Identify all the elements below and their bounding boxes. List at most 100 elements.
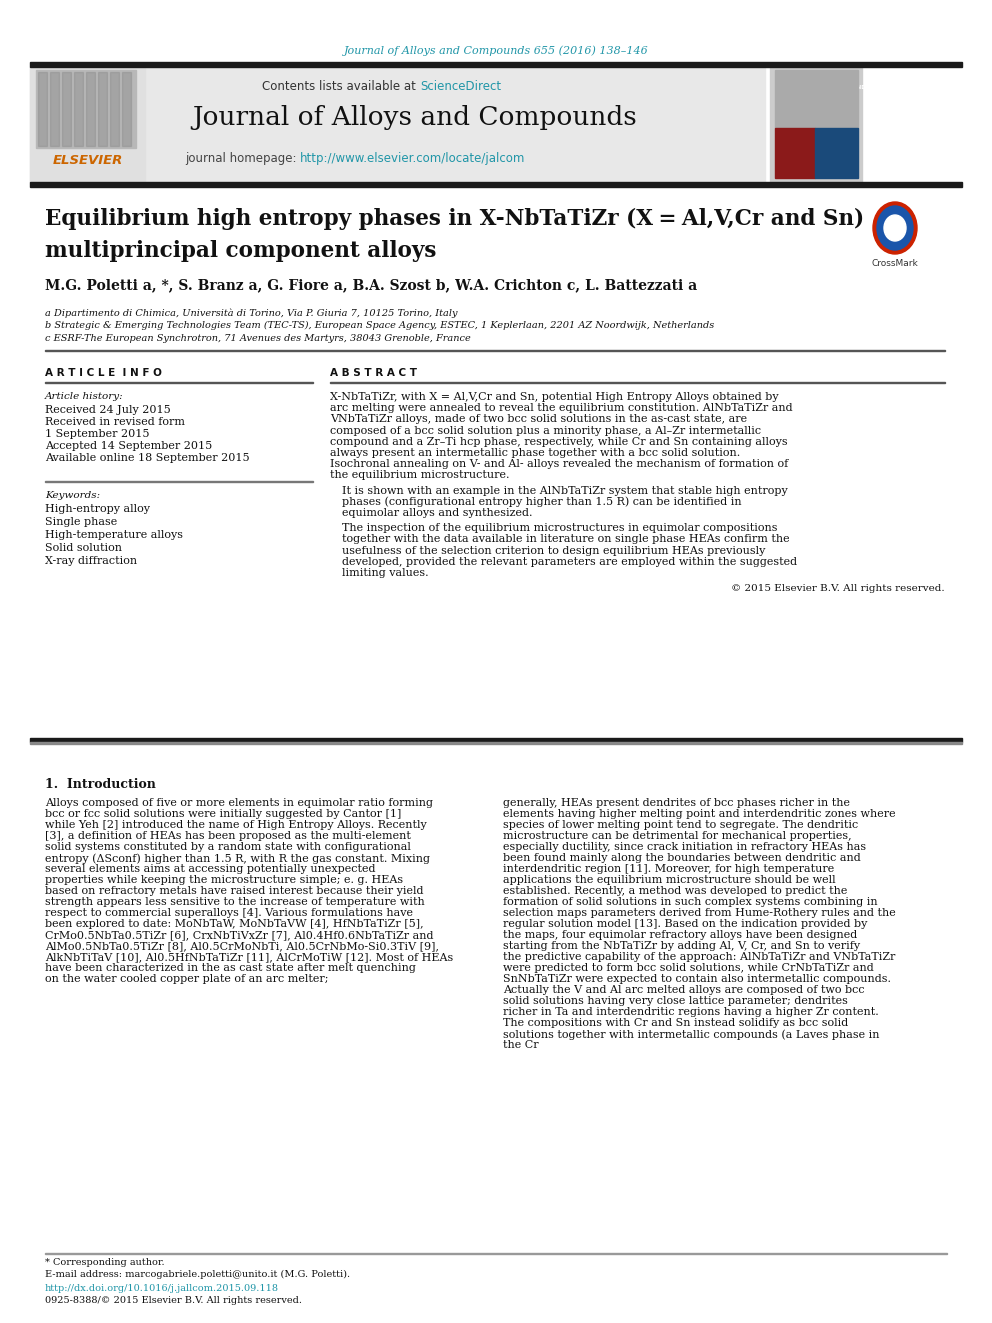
Text: AlMo0.5NbTa0.5TiZr [8], Al0.5CrMoNbTi, Al0.5CrNbMo-Si0.3TiV [9],: AlMo0.5NbTa0.5TiZr [8], Al0.5CrMoNbTi, A… [45, 941, 439, 951]
Text: been explored to date: MoNbTaW, MoNbTaVW [4], HfNbTaTiZr [5],: been explored to date: MoNbTaW, MoNbTaVW… [45, 919, 424, 929]
Text: Alloys composed of five or more elements in equimolar ratio forming: Alloys composed of five or more elements… [45, 798, 433, 808]
Text: elements having higher melting point and interdendritic zones where: elements having higher melting point and… [503, 808, 896, 819]
Text: AlkNbTiTaV [10], Al0.5HfNbTaTiZr [11], AlCrMoTiW [12]. Most of HEAs: AlkNbTiTaV [10], Al0.5HfNbTaTiZr [11], A… [45, 953, 453, 962]
Bar [74, 71, 83, 146]
Text: 0925-8388/© 2015 Elsevier B.V. All rights reserved.: 0925-8388/© 2015 Elsevier B.V. All right… [45, 1297, 302, 1304]
Text: © 2015 Elsevier B.V. All rights reserved.: © 2015 Elsevier B.V. All rights reserved… [731, 585, 945, 593]
Bar [62, 71, 71, 146]
Text: a Dipartimento di Chimica, Università di Torino, Via P. Giuria 7, 10125 Torino, : a Dipartimento di Chimica, Università di… [45, 308, 457, 318]
Text: developed, provided the relevant parameters are employed within the suggested: developed, provided the relevant paramet… [342, 557, 798, 566]
Text: richer in Ta and interdendritic regions having a higher Zr content.: richer in Ta and interdendritic regions … [503, 1007, 879, 1017]
Bar [775, 128, 815, 179]
Text: multiprincipal component alloys: multiprincipal component alloys [45, 239, 436, 262]
Text: composed of a bcc solid solution plus a minority phase, a Al–Zr intermetallic: composed of a bcc solid solution plus a … [330, 426, 761, 435]
Bar [86, 71, 95, 146]
Text: 1 September 2015: 1 September 2015 [45, 429, 150, 439]
Ellipse shape [877, 206, 913, 250]
Text: Received 24 July 2015: Received 24 July 2015 [45, 405, 171, 415]
Bar [30, 181, 962, 187]
Text: X-NbTaTiZr, with X = Al,V,Cr and Sn, potential High Entropy Alloys obtained by: X-NbTaTiZr, with X = Al,V,Cr and Sn, pot… [330, 392, 779, 402]
Text: microstructure can be detrimental for mechanical properties,: microstructure can be detrimental for me… [503, 831, 851, 841]
Text: species of lower melting point tend to segregate. The dendritic: species of lower melting point tend to s… [503, 820, 858, 830]
Text: * Corresponding author.: * Corresponding author. [45, 1258, 165, 1267]
Text: arc melting were annealed to reveal the equilibrium constitution. AlNbTaTiZr and: arc melting were annealed to reveal the … [330, 404, 793, 413]
Text: interdendritic region [11]. Moreover, for high temperature: interdendritic region [11]. Moreover, fo… [503, 864, 834, 875]
Text: always present an intermetallic phase together with a bcc solid solution.: always present an intermetallic phase to… [330, 448, 740, 458]
Text: were predicted to form bcc solid solutions, while CrNbTaTiZr and: were predicted to form bcc solid solutio… [503, 963, 874, 972]
Text: Journal of
ALLOYS
AND COMPOUNDS: Journal of ALLOYS AND COMPOUNDS [816, 73, 869, 90]
Text: Isochronal annealing on V- and Al- alloys revealed the mechanism of formation of: Isochronal annealing on V- and Al- alloy… [330, 459, 789, 470]
Bar [30, 742, 962, 744]
Text: M.G. Poletti a, *, S. Branz a, G. Fiore a, B.A. Szost b, W.A. Crichton c, L. Bat: M.G. Poletti a, *, S. Branz a, G. Fiore … [45, 278, 697, 292]
Bar [30, 62, 962, 66]
Text: E-mail address: marcogabriele.poletti@unito.it (M.G. Poletti).: E-mail address: marcogabriele.poletti@un… [45, 1270, 350, 1279]
Text: Keywords:: Keywords: [45, 491, 100, 500]
Text: Actually the V and Al arc melted alloys are composed of two bcc: Actually the V and Al arc melted alloys … [503, 986, 865, 995]
Text: ELSEVIER: ELSEVIER [53, 153, 123, 167]
Text: Article history:: Article history: [45, 392, 124, 401]
Bar [770, 66, 862, 181]
Text: applications the equilibrium microstructure should be well: applications the equilibrium microstruct… [503, 875, 835, 885]
Bar [98, 71, 107, 146]
Text: established. Recently, a method was developed to predict the: established. Recently, a method was deve… [503, 886, 847, 896]
Text: [3], a definition of HEAs has been proposed as the multi-element: [3], a definition of HEAs has been propo… [45, 831, 411, 841]
Text: the maps, four equimolar refractory alloys have been designed: the maps, four equimolar refractory allo… [503, 930, 857, 941]
Text: Received in revised form: Received in revised form [45, 417, 185, 427]
Bar [50, 71, 59, 146]
Text: properties while keeping the microstructure simple; e. g. HEAs: properties while keeping the microstruct… [45, 875, 403, 885]
Text: bcc or fcc solid solutions were initially suggested by Cantor [1]: bcc or fcc solid solutions were initiall… [45, 808, 402, 819]
Text: the equilibrium microstructure.: the equilibrium microstructure. [330, 471, 510, 480]
Bar [38, 71, 47, 146]
Bar [30, 66, 765, 181]
Text: solutions together with intermetallic compounds (a Laves phase in: solutions together with intermetallic co… [503, 1029, 880, 1040]
Text: the predictive capability of the approach: AlNbTaTiZr and VNbTaTiZr: the predictive capability of the approac… [503, 953, 896, 962]
Text: 1.  Introduction: 1. Introduction [45, 778, 156, 791]
Text: The inspection of the equilibrium microstructures in equimolar compositions: The inspection of the equilibrium micros… [342, 523, 778, 533]
Text: selection maps parameters derived from Hume-Rothery rules and the: selection maps parameters derived from H… [503, 908, 896, 918]
Text: strength appears less sensitive to the increase of temperature with: strength appears less sensitive to the i… [45, 897, 425, 908]
Text: phases (configurational entropy higher than 1.5 R) can be identified in: phases (configurational entropy higher t… [342, 497, 742, 507]
Text: several elements aims at accessing potentially unexpected: several elements aims at accessing poten… [45, 864, 376, 875]
Text: usefulness of the selection criterion to design equilibrium HEAs previously: usefulness of the selection criterion to… [342, 545, 766, 556]
Text: CrMo0.5NbTa0.5TiZr [6], CrxNbTiVxZr [7], Al0.4Hf0.6NbTaTiZr and: CrMo0.5NbTa0.5TiZr [6], CrxNbTiVxZr [7],… [45, 930, 434, 941]
Text: based on refractory metals have raised interest because their yield: based on refractory metals have raised i… [45, 886, 424, 896]
Text: together with the data available in literature on single phase HEAs confirm the: together with the data available in lite… [342, 534, 790, 544]
Text: Journal of Alloys and Compounds: Journal of Alloys and Compounds [192, 105, 638, 130]
Text: especially ductility, since crack initiation in refractory HEAs has: especially ductility, since crack initia… [503, 841, 866, 852]
Bar [30, 738, 962, 742]
Text: High-entropy alloy: High-entropy alloy [45, 504, 150, 515]
Text: Available online 18 September 2015: Available online 18 September 2015 [45, 452, 250, 463]
Text: the Cr: the Cr [503, 1040, 539, 1050]
Bar [122, 71, 131, 146]
Text: SnNbTaTiZr were expected to contain also intermetallic compounds.: SnNbTaTiZr were expected to contain also… [503, 974, 891, 984]
Text: entropy (ΔSconf) higher than 1.5 R, with R the gas constant. Mixing: entropy (ΔSconf) higher than 1.5 R, with… [45, 853, 430, 864]
Text: on the water cooled copper plate of an arc melter;: on the water cooled copper plate of an a… [45, 974, 328, 984]
Text: c ESRF-The European Synchrotron, 71 Avenues des Martyrs, 38043 Grenoble, France: c ESRF-The European Synchrotron, 71 Aven… [45, 333, 471, 343]
Text: ScienceDirect: ScienceDirect [420, 79, 501, 93]
Bar [110, 71, 119, 146]
Text: while Yeh [2] introduced the name of High Entropy Alloys. Recently: while Yeh [2] introduced the name of Hig… [45, 820, 427, 830]
Text: starting from the NbTaTiZr by adding Al, V, Cr, and Sn to verify: starting from the NbTaTiZr by adding Al,… [503, 941, 860, 951]
Text: X-ray diffraction: X-ray diffraction [45, 556, 137, 566]
Bar [815, 128, 858, 179]
Text: solid solutions having very close lattice parameter; dendrites: solid solutions having very close lattic… [503, 996, 848, 1005]
Bar [36, 70, 136, 148]
Text: Accepted 14 September 2015: Accepted 14 September 2015 [45, 441, 212, 451]
Text: regular solution model [13]. Based on the indication provided by: regular solution model [13]. Based on th… [503, 919, 867, 929]
Text: solid systems constituted by a random state with configurational: solid systems constituted by a random st… [45, 841, 411, 852]
Text: It is shown with an example in the AlNbTaTiZr system that stable high entropy: It is shown with an example in the AlNbT… [342, 486, 788, 496]
Text: http://dx.doi.org/10.1016/j.jallcom.2015.09.118: http://dx.doi.org/10.1016/j.jallcom.2015… [45, 1285, 279, 1293]
Text: b Strategic & Emerging Technologies Team (TEC-TS), European Space Agency, ESTEC,: b Strategic & Emerging Technologies Team… [45, 321, 714, 331]
Text: formation of solid solutions in such complex systems combining in: formation of solid solutions in such com… [503, 897, 878, 908]
Text: journal homepage:: journal homepage: [185, 152, 300, 165]
Text: The compositions with Cr and Sn instead solidify as bcc solid: The compositions with Cr and Sn instead … [503, 1017, 848, 1028]
Bar [30, 66, 145, 181]
Text: respect to commercial superalloys [4]. Various formulations have: respect to commercial superalloys [4]. V… [45, 908, 413, 918]
Text: equimolar alloys and synthesized.: equimolar alloys and synthesized. [342, 508, 533, 519]
Text: have been characterized in the as cast state after melt quenching: have been characterized in the as cast s… [45, 963, 416, 972]
Text: http://www.elsevier.com/locate/jalcom: http://www.elsevier.com/locate/jalcom [300, 152, 526, 165]
Text: High-temperature alloys: High-temperature alloys [45, 531, 183, 540]
Text: A R T I C L E  I N F O: A R T I C L E I N F O [45, 368, 162, 378]
Text: generally, HEAs present dendrites of bcc phases richer in the: generally, HEAs present dendrites of bcc… [503, 798, 850, 808]
Text: been found mainly along the boundaries between dendritic and: been found mainly along the boundaries b… [503, 853, 861, 863]
